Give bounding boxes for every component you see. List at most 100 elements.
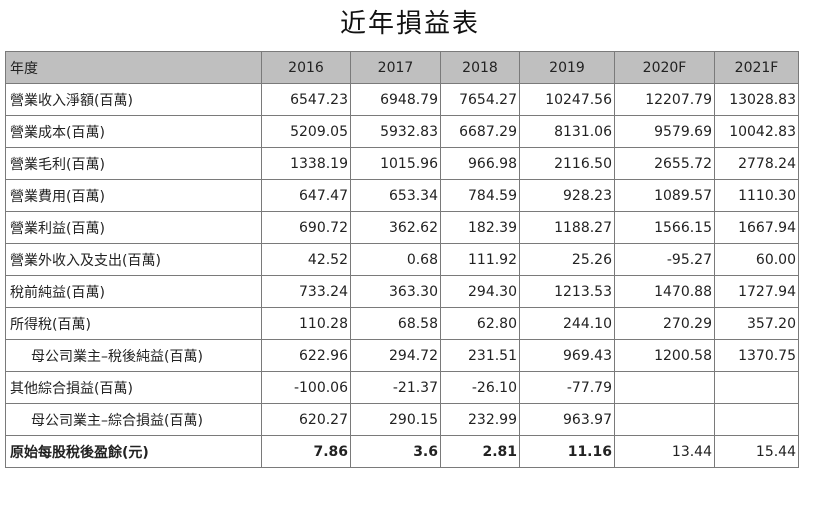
table-body: 營業收入淨額(百萬) 6547.23 6948.79 7654.27 10247.56 1… (5, 83, 799, 468)
table-cell: 963.97 (519, 403, 615, 436)
row-label: 營業利益(百萬) (5, 211, 262, 244)
column-header-year: 2021F (714, 51, 799, 84)
table-cell: 622.96 (261, 339, 351, 372)
table-cell: 60.00 (714, 243, 799, 276)
table-cell: 2778.24 (714, 147, 799, 180)
table-cell: 1213.53 (519, 275, 615, 308)
table-header-row: 年度 2016 2017 2018 2019 2020F 2021F (5, 51, 799, 84)
row-label: 營業外收入及支出(百萬) (5, 243, 262, 276)
table-cell: 1200.58 (614, 339, 715, 372)
table-cell: 2655.72 (614, 147, 715, 180)
table-cell: 7654.27 (440, 83, 520, 116)
table-row: 其他綜合損益(百萬) -100.06 -21.37 -26.10 -77.79 (5, 371, 799, 404)
table-cell: 928.23 (519, 179, 615, 212)
column-header-label: 年度 (5, 51, 262, 84)
table-row: 所得稅(百萬) 110.28 68.58 62.80 244.10 270.29 357.2… (5, 307, 799, 340)
table-cell: 1470.88 (614, 275, 715, 308)
table-cell: 6547.23 (261, 83, 351, 116)
table-cell: 11.16 (519, 435, 615, 468)
column-header-year: 2019 (519, 51, 615, 84)
table-cell: 42.52 (261, 243, 351, 276)
table-cell: 6687.29 (440, 115, 520, 148)
table-cell: -26.10 (440, 371, 520, 404)
table-row: 營業收入淨額(百萬) 6547.23 6948.79 7654.27 10247.56 1… (5, 83, 799, 116)
table-row: 營業利益(百萬) 690.72 362.62 182.39 1188.27 1566.15… (5, 211, 799, 244)
row-label: 其他綜合損益(百萬) (5, 371, 262, 404)
table-cell (714, 403, 799, 436)
table-cell: 68.58 (350, 307, 441, 340)
table-cell: 653.34 (350, 179, 441, 212)
row-label: 營業成本(百萬) (5, 115, 262, 148)
table-row: 母公司業主–綜合損益(百萬) 620.27 290.15 232.99 963.97 (5, 403, 799, 436)
column-header-year: 2020F (614, 51, 715, 84)
column-header-year: 2016 (261, 51, 351, 84)
table-cell (714, 371, 799, 404)
table-cell: 12207.79 (614, 83, 715, 116)
table-cell: 5932.83 (350, 115, 441, 148)
page-title: 近年損益表 (339, 9, 480, 39)
table-cell: -77.79 (519, 371, 615, 404)
table-cell: -100.06 (261, 371, 351, 404)
table-cell: 784.59 (440, 179, 520, 212)
table-cell: 0.68 (350, 243, 441, 276)
table-cell: 966.98 (440, 147, 520, 180)
table-row: 營業毛利(百萬) 1338.19 1015.96 966.98 2116.50 2655.… (5, 147, 799, 180)
table-cell: 8131.06 (519, 115, 615, 148)
row-label: 營業收入淨額(百萬) (5, 83, 262, 116)
table-cell: 10247.56 (519, 83, 615, 116)
table-row: 稅前純益(百萬) 733.24 363.30 294.30 1213.53 1470.88… (5, 275, 799, 308)
column-header-year: 2017 (350, 51, 441, 84)
table-cell: 2.81 (440, 435, 520, 468)
table-cell: 7.86 (261, 435, 351, 468)
table-cell: 294.72 (350, 339, 441, 372)
table-cell: 62.80 (440, 307, 520, 340)
table-cell: 10042.83 (714, 115, 799, 148)
table-cell: 13028.83 (714, 83, 799, 116)
table-cell: 25.26 (519, 243, 615, 276)
table-cell: -95.27 (614, 243, 715, 276)
table-cell: 182.39 (440, 211, 520, 244)
row-label: 營業毛利(百萬) (5, 147, 262, 180)
row-label: 所得稅(百萬) (5, 307, 262, 340)
table-cell: 1015.96 (350, 147, 441, 180)
table-cell: 1089.57 (614, 179, 715, 212)
table-cell: 9579.69 (614, 115, 715, 148)
table-cell: 2116.50 (519, 147, 615, 180)
table-cell: 357.20 (714, 307, 799, 340)
table-cell: 232.99 (440, 403, 520, 436)
table-cell: 270.29 (614, 307, 715, 340)
table-cell: 363.30 (350, 275, 441, 308)
table-cell: 5209.05 (261, 115, 351, 148)
row-label: 稅前純益(百萬) (5, 275, 262, 308)
table-row: 營業成本(百萬) 5209.05 5932.83 6687.29 8131.06 9579… (5, 115, 799, 148)
table-cell: 15.44 (714, 435, 799, 468)
table-cell: 1370.75 (714, 339, 799, 372)
table-cell: 110.28 (261, 307, 351, 340)
table-cell: 1566.15 (614, 211, 715, 244)
row-label: 母公司業主–綜合損益(百萬) (5, 403, 262, 436)
table-cell: 1338.19 (261, 147, 351, 180)
table-row: 營業費用(百萬) 647.47 653.34 784.59 928.23 1089.57 1… (5, 179, 799, 212)
row-label: 母公司業主–稅後純益(百萬) (5, 339, 262, 372)
table-row: 母公司業主–稅後純益(百萬) 622.96 294.72 231.51 969.43 12… (5, 339, 799, 372)
table-cell: 1188.27 (519, 211, 615, 244)
income-statement-table: 年度 2016 2017 2018 2019 2020F 2021F 營業收入淨… (5, 51, 799, 468)
table-cell: 1110.30 (714, 179, 799, 212)
table-cell: 231.51 (440, 339, 520, 372)
table-cell: 733.24 (261, 275, 351, 308)
table-cell: 969.43 (519, 339, 615, 372)
table-cell: 1727.94 (714, 275, 799, 308)
table-cell: 647.47 (261, 179, 351, 212)
table-cell: 620.27 (261, 403, 351, 436)
table-cell: 3.6 (350, 435, 441, 468)
table-cell (614, 371, 715, 404)
column-header-year: 2018 (440, 51, 520, 84)
table-cell: 1667.94 (714, 211, 799, 244)
table-cell: -21.37 (350, 371, 441, 404)
table-row: 原始每股稅後盈餘(元) 7.86 3.6 2.81 11.16 13.44 15.44 (5, 435, 799, 468)
row-label: 營業費用(百萬) (5, 179, 262, 212)
table-cell (614, 403, 715, 436)
table-cell: 690.72 (261, 211, 351, 244)
table-cell: 6948.79 (350, 83, 441, 116)
table-cell: 362.62 (350, 211, 441, 244)
